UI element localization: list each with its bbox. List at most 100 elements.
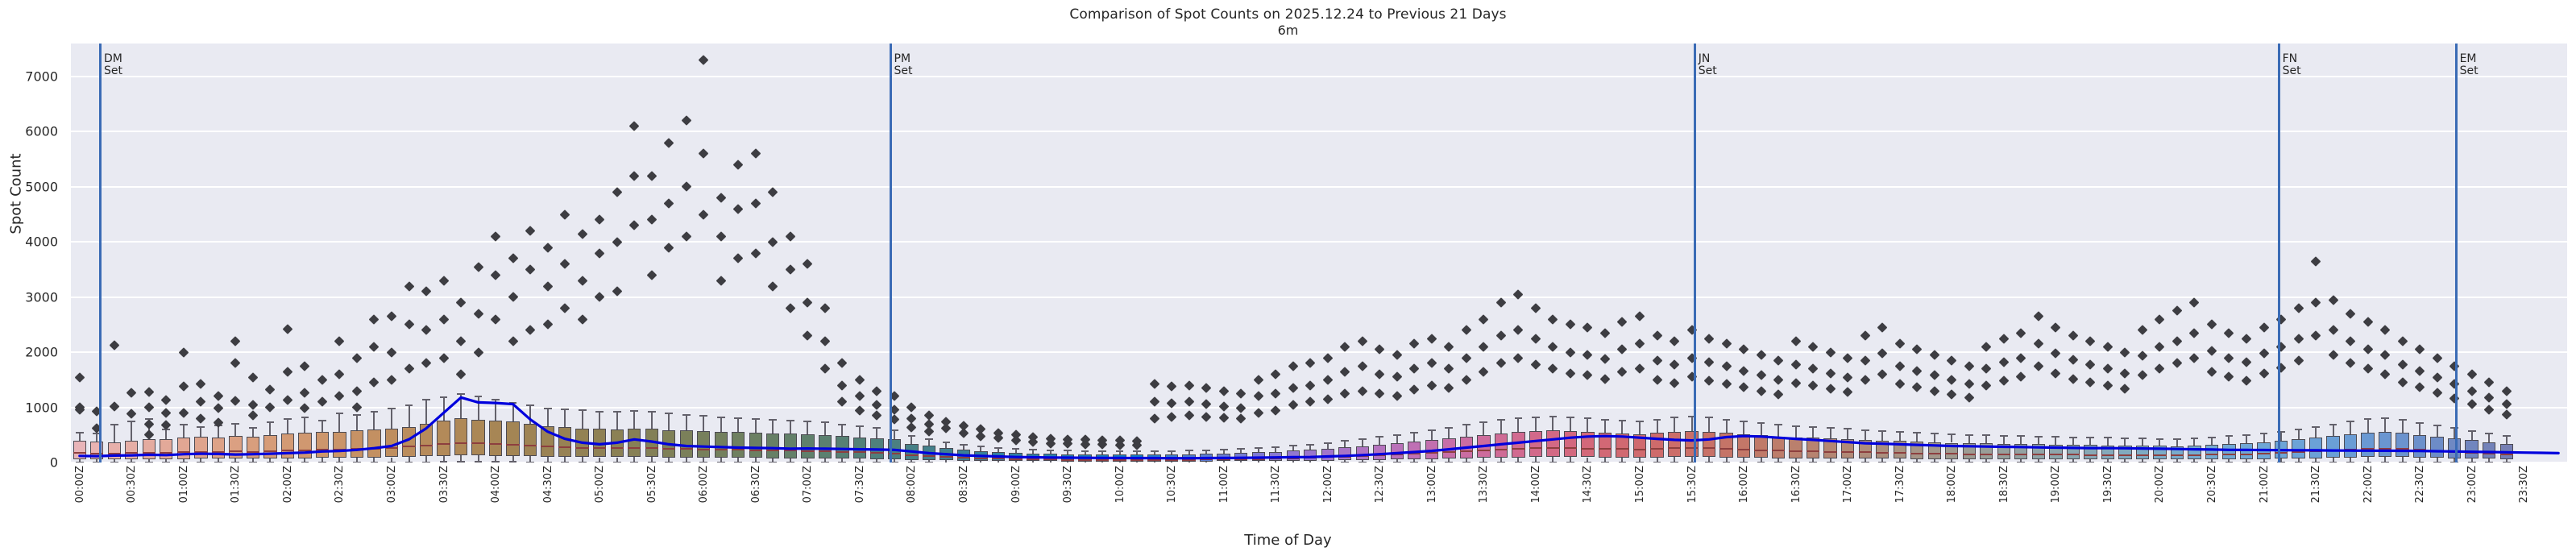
event-line [1693,44,1696,463]
y-tick-label: 6000 [25,123,58,139]
median-line [2118,454,2132,456]
whisker-upper [321,419,323,433]
median-line [1667,447,1682,450]
whisker-lower [1067,461,1069,463]
cap-lower [2103,462,2112,463]
median-line [749,449,762,451]
box-iqr [783,433,797,458]
whisker-upper [2419,421,2421,435]
y-axis-ticks: 0 1000 2000 3000 4000 5000 6000 7000 [0,44,66,471]
median-line [679,448,693,450]
cap-lower [508,461,517,463]
cap-upper [1809,425,1818,428]
whisker-lower [2454,458,2456,462]
whisker-lower [789,458,791,463]
whisker-upper [1413,431,1416,442]
whisker-lower [1396,459,1398,463]
whisker-lower [234,458,237,463]
whisker-upper [2245,434,2247,444]
box-iqr [628,428,641,458]
x-tick-label: 23:00Z [2466,466,2479,504]
box-iqr [1598,432,1612,458]
cap-upper [543,407,552,409]
cap-lower [1722,461,1731,463]
y-tick-label: 0 [49,454,58,471]
median-line [818,450,832,452]
median-line [592,447,607,450]
cap-lower [284,462,292,463]
whisker-upper [1309,443,1312,450]
whisker-lower [1292,460,1294,463]
x-tick-label: 08:30Z [957,466,970,504]
whisker-upper [1222,449,1225,454]
whisker-upper [1326,442,1329,449]
cap-upper [2467,429,2476,432]
box-iqr [1632,433,1647,458]
cap-lower [2068,462,2077,463]
whisker-lower [529,456,532,462]
event-line [2454,44,2458,463]
whisker-lower [1951,458,1953,463]
whisker-upper [182,424,185,438]
cap-lower [2467,462,2476,463]
whisker-lower [893,459,895,463]
grid-line [71,351,2567,354]
whisker-lower [460,455,463,462]
x-tick-label: 00:00Z [73,466,86,504]
cap-lower [1358,462,1367,463]
whisker-lower [1101,461,1104,463]
x-tick-label: 11:30Z [1270,466,1283,504]
whisker-lower [2055,459,2057,463]
median-line [2222,454,2236,456]
cap-lower [751,462,760,463]
whisker-upper [789,419,791,434]
whisker-lower [251,458,254,463]
x-tick-label: 21:30Z [2310,466,2323,504]
median-line [1009,458,1023,460]
whisker-upper [1361,438,1363,446]
median-line [1598,448,1612,450]
median-line [2257,452,2271,454]
whisker-lower [1881,458,1884,463]
whisker-lower [2350,457,2352,462]
median-line [1650,448,1664,450]
cap-upper [231,422,240,425]
whisker-upper [668,413,670,430]
cap-lower [526,461,534,463]
whisker-lower [1829,458,1831,463]
cap-upper [907,434,916,437]
whisker-upper [720,416,722,432]
cap-lower [1687,461,1696,463]
cap-lower [1826,462,1835,463]
whisker-upper [616,411,618,429]
whisker-upper [1344,440,1346,448]
median-line [714,448,728,450]
y-tick-label: 4000 [25,234,58,250]
whisker-lower [1933,458,1935,463]
whisker-lower [1379,459,1381,463]
whisker-lower [911,459,913,463]
whisker-upper [1916,431,1919,442]
median-line [1408,453,1421,455]
x-tick-label: 19:30Z [2101,466,2114,504]
whisker-upper [1760,422,1762,436]
whisker-lower [1240,461,1242,463]
cap-upper [994,446,1002,449]
cap-upper [1445,426,1454,429]
whisker-lower [807,458,809,463]
whisker-lower [633,457,636,462]
event-label: JN Set [1698,52,1717,78]
whisker-lower [96,459,98,463]
cap-lower [820,462,829,463]
cap-lower [716,461,725,463]
whisker-upper [599,410,601,429]
cap-lower [907,462,916,463]
median-line [1858,451,1872,454]
median-line [1164,458,1179,461]
x-tick-label: 16:30Z [1790,466,1802,504]
whisker-lower [2367,457,2369,462]
cap-upper [1826,427,1835,429]
cap-lower [2138,462,2147,463]
whisker-upper [2228,435,2230,445]
median-line [732,449,745,451]
